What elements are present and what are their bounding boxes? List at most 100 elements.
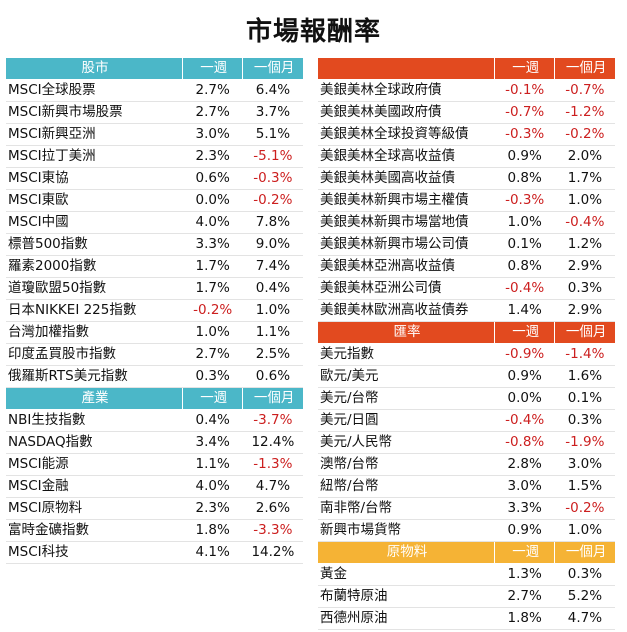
industry-table: 產業 一週 一個月 NBI生技指數 0.4% -3.7% NASDAQ指數 3.4% 12.4%… xyxy=(6,388,303,564)
table-row: 歐元/美元 0.9% 1.6% xyxy=(318,365,615,388)
fx-table: 匯率 一週 一個月 美元指數 -0.9% -1.4% 歐元/美元 0.9% 1.6% 美元/台幣 0… xyxy=(318,322,615,542)
table-row: 黃金 1.3% 0.3% xyxy=(318,563,615,586)
table-row: 美銀美林美國高收益債 0.8% 1.7% xyxy=(318,167,615,190)
row-name: 標普500指數 xyxy=(6,233,183,256)
row-name: 羅素2000指數 xyxy=(6,255,183,278)
week-return: 0.8% xyxy=(494,167,555,190)
month-return: -1.9% xyxy=(554,431,615,454)
table-row: 美銀美林全球政府債 -0.1% -0.7% xyxy=(318,79,615,102)
bonds-header-row: 一週 一個月 xyxy=(318,58,615,80)
week-return: 0.4% xyxy=(182,409,243,432)
week-return: 2.7% xyxy=(182,101,243,124)
row-name: 美元指數 xyxy=(318,343,495,366)
week-return: -0.3% xyxy=(494,189,555,212)
month-column-header: 一個月 xyxy=(242,388,303,410)
month-return: 2.9% xyxy=(554,255,615,278)
row-name: MSCI能源 xyxy=(6,453,183,476)
month-return: 4.7% xyxy=(554,607,615,630)
table-row: MSCI拉丁美洲 2.3% -5.1% xyxy=(6,145,303,168)
row-name: 美銀美林亞洲公司債 xyxy=(318,277,495,300)
week-return: 1.8% xyxy=(494,607,555,630)
row-name: 美銀美林全球政府債 xyxy=(318,79,495,102)
row-name: MSCI拉丁美洲 xyxy=(6,145,183,168)
week-return: 0.1% xyxy=(494,233,555,256)
week-return: 2.7% xyxy=(494,585,555,608)
bonds-table: 一週 一個月 美銀美林全球政府債 -0.1% -0.7% 美銀美林美國政府債 -0.7% -1… xyxy=(318,58,615,322)
row-name: 美銀美林新興市場主權債 xyxy=(318,189,495,212)
row-name: MSCI中國 xyxy=(6,211,183,234)
table-row: MSCI新興亞洲 3.0% 5.1% xyxy=(6,123,303,146)
month-return: 1.6% xyxy=(554,365,615,388)
week-return: 4.1% xyxy=(182,541,243,564)
row-name: 道瓊歐盟50指數 xyxy=(6,277,183,300)
table-row: 美元/台幣 0.0% 0.1% xyxy=(318,387,615,410)
table-row: 美銀美林亞洲高收益債 0.8% 2.9% xyxy=(318,255,615,278)
table-row: NBI生技指數 0.4% -3.7% xyxy=(6,409,303,432)
row-name: MSCI東歐 xyxy=(6,189,183,212)
table-row: 標普500指數 3.3% 9.0% xyxy=(6,233,303,256)
month-return: 2.6% xyxy=(242,497,303,520)
table-row: 俄羅斯RTS美元指數 0.3% 0.6% xyxy=(6,365,303,388)
week-return: 0.0% xyxy=(182,189,243,212)
week-column-header: 一週 xyxy=(494,542,555,564)
month-return: 6.4% xyxy=(242,79,303,102)
week-return: 3.0% xyxy=(494,475,555,498)
table-row: 布蘭特原油 2.7% 5.2% xyxy=(318,585,615,608)
table-row: 澳幣/台幣 2.8% 3.0% xyxy=(318,453,615,476)
month-return: 5.1% xyxy=(242,123,303,146)
table-row: 日本NIKKEI 225指數 -0.2% 1.0% xyxy=(6,299,303,322)
week-return: -0.4% xyxy=(494,277,555,300)
table-row: 美銀美林新興市場主權債 -0.3% 1.0% xyxy=(318,189,615,212)
row-name: MSCI金融 xyxy=(6,475,183,498)
week-return: 0.9% xyxy=(494,519,555,542)
month-return: -0.3% xyxy=(242,167,303,190)
row-name: MSCI全球股票 xyxy=(6,79,183,102)
week-return: 3.4% xyxy=(182,431,243,454)
table-row: 美元/人民幣 -0.8% -1.9% xyxy=(318,431,615,454)
row-name: 西德州原油 xyxy=(318,607,495,630)
week-return: -0.1% xyxy=(494,79,555,102)
row-name: 美銀美林全球高收益債 xyxy=(318,145,495,168)
month-column-header: 一個月 xyxy=(554,542,615,564)
month-return: -0.4% xyxy=(554,211,615,234)
table-row: 美元/日圓 -0.4% 0.3% xyxy=(318,409,615,432)
month-return: 1.2% xyxy=(554,233,615,256)
week-return: -0.7% xyxy=(494,101,555,124)
month-return: 0.4% xyxy=(242,277,303,300)
month-return: 1.1% xyxy=(242,321,303,344)
month-return: 5.2% xyxy=(554,585,615,608)
week-return: 1.7% xyxy=(182,277,243,300)
table-row: 印度孟買股市指數 2.7% 2.5% xyxy=(6,343,303,366)
commodities-table: 原物料 一週 一個月 黃金 1.3% 0.3% 布蘭特原油 2.7% 5.2% 西德州原油 1.8%… xyxy=(318,542,615,630)
stocks-table: 股市 一週 一個月 MSCI全球股票 2.7% 6.4% MSCI新興市場股票 2.7% 3.7… xyxy=(6,58,303,388)
row-name: 美銀美林歐洲高收益債券 xyxy=(318,299,495,322)
row-name: MSCI原物料 xyxy=(6,497,183,520)
row-name: 富時金礦指數 xyxy=(6,519,183,542)
month-return: 7.8% xyxy=(242,211,303,234)
week-return: 2.8% xyxy=(494,453,555,476)
row-name: MSCI新興市場股票 xyxy=(6,101,183,124)
month-column-header: 一個月 xyxy=(242,58,303,80)
industry-header-row: 產業 一週 一個月 xyxy=(6,388,303,410)
page-title: 市場報酬率 xyxy=(245,17,381,47)
month-return: 0.3% xyxy=(554,277,615,300)
month-return: -1.3% xyxy=(242,453,303,476)
week-return: 4.0% xyxy=(182,211,243,234)
row-name: 美銀美林全球投資等級債 xyxy=(318,123,495,146)
week-return: -0.3% xyxy=(494,123,555,146)
row-name: 南非幣/台幣 xyxy=(318,497,495,520)
week-return: 2.3% xyxy=(182,145,243,168)
month-return: -1.4% xyxy=(554,343,615,366)
week-column-header: 一週 xyxy=(494,322,555,344)
week-return: 0.6% xyxy=(182,167,243,190)
fx-header: 匯率 xyxy=(318,322,495,344)
month-return: -3.7% xyxy=(242,409,303,432)
row-name: 美元/日圓 xyxy=(318,409,495,432)
week-column-header: 一週 xyxy=(182,58,243,80)
stocks-header-row: 股市 一週 一個月 xyxy=(6,58,303,80)
row-name: 歐元/美元 xyxy=(318,365,495,388)
row-name: MSCI科技 xyxy=(6,541,183,564)
month-return: 7.4% xyxy=(242,255,303,278)
table-row: 紐幣/台幣 3.0% 1.5% xyxy=(318,475,615,498)
week-return: 1.8% xyxy=(182,519,243,542)
